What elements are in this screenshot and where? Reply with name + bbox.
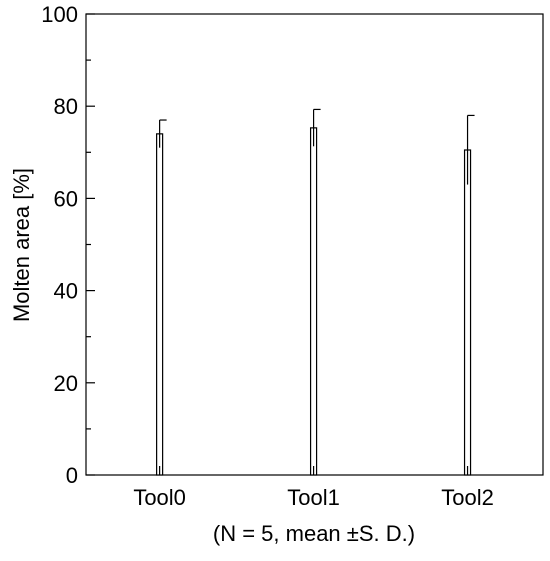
bars-group: [156, 108, 475, 476]
bar-tool0: [156, 133, 164, 476]
y-tick-label: 80: [54, 94, 78, 119]
y-tick-label: 40: [54, 279, 78, 304]
bar-tool1: [309, 127, 318, 476]
y-axis: 0 20 40 60 80 100: [41, 2, 95, 488]
bar-tool2: [463, 149, 472, 476]
x-tick-label: Tool2: [441, 485, 494, 510]
x-tick-label: Tool0: [133, 485, 186, 510]
x-axis: Tool0 Tool1 Tool2: [133, 466, 494, 510]
x-tick-label: Tool1: [287, 485, 340, 510]
y-tick-label: 100: [41, 2, 78, 27]
y-tick-label: 0: [66, 463, 78, 488]
y-tick-label: 20: [54, 371, 78, 396]
y-axis-label: Molten area [%]: [9, 168, 34, 322]
y-tick-label: 60: [54, 186, 78, 211]
x-axis-label: (N = 5, mean ±S. D.): [213, 521, 415, 546]
